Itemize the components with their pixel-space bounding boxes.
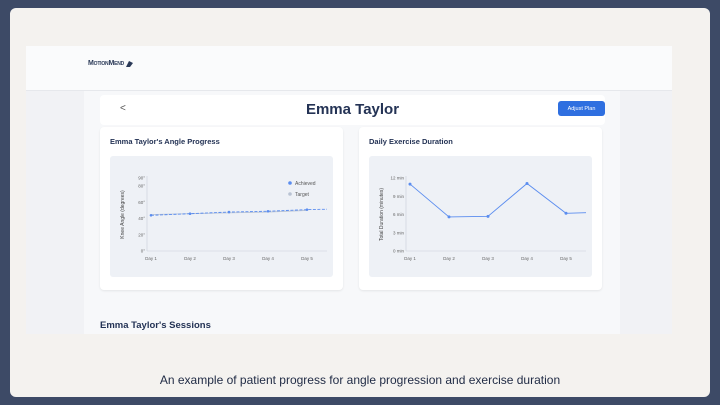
achieved-point: [305, 208, 309, 211]
y-tick-label: 3 min: [393, 230, 405, 235]
duration-chart: Total Duration (minutes) 0 min 3 min 6 min 9…: [379, 176, 587, 261]
patient-header: < Emma Taylor Adjust Plan: [100, 95, 605, 125]
angle-chart-area: Knee Angle (degrees) 0° 20° 40° 60° 80° 90° Day…: [110, 156, 333, 277]
angle-progress-card: Emma Taylor's Angle Progress Knee Angle …: [100, 127, 343, 290]
y-tick-label: 9 min: [393, 194, 405, 199]
angle-chart: Knee Angle (degrees) 0° 20° 40° 60° 80° 90° Day…: [120, 176, 328, 261]
x-tick-label: Day 3: [482, 256, 494, 261]
legend-achieved-label: Achieved: [295, 181, 316, 187]
achieved-series-line: [150, 208, 328, 216]
duration-point: [486, 214, 490, 218]
legend-target-marker: [288, 192, 292, 196]
y-tick-label: 0°: [141, 249, 146, 254]
x-tick-label: Day 5: [560, 256, 572, 261]
y-tick-label: 40°: [138, 216, 145, 221]
x-tick-label: Day 5: [301, 256, 313, 261]
duration-card-title: Daily Exercise Duration: [369, 137, 453, 146]
right-gutter: [620, 91, 672, 334]
y-tick-label: 20°: [138, 232, 145, 237]
achieved-point: [266, 209, 270, 213]
duration-point: [447, 215, 451, 219]
achieved-point: [188, 212, 192, 215]
y-axis-label: Knee Angle (degrees): [120, 190, 126, 239]
page-title: Emma Taylor: [305, 101, 400, 118]
duration-chart-area: Total Duration (minutes) 0 min 3 min 6 min 9…: [369, 156, 592, 277]
y-axis-label: Total Duration (minutes): [379, 188, 385, 241]
achieved-point: [227, 210, 231, 214]
sessions-heading: Emma Taylor's Sessions: [100, 320, 211, 331]
x-tick-label: Day 1: [404, 256, 416, 261]
app-screenshot: MotionMend < Emma Taylor Adjust Plan Emm…: [26, 46, 672, 334]
exercise-duration-card: Daily Exercise Duration Total Duration (…: [359, 127, 602, 290]
top-header: MotionMend: [26, 46, 672, 91]
y-tick-label: 12 min: [390, 176, 404, 181]
logo[interactable]: MotionMend: [88, 57, 134, 69]
duration-point: [408, 182, 412, 186]
logo-icon: [126, 60, 134, 67]
x-tick-label: Day 3: [223, 256, 235, 261]
y-tick-label: 0 min: [393, 249, 405, 254]
achieved-point: [149, 214, 153, 217]
adjust-plan-button[interactable]: Adjust Plan: [558, 101, 605, 116]
x-tick-label: Day 2: [443, 256, 455, 261]
x-tick-label: Day 1: [145, 256, 157, 261]
left-gutter: [26, 91, 84, 334]
logo-text: MotionMend: [88, 59, 125, 67]
angle-card-title: Emma Taylor's Angle Progress: [110, 137, 220, 146]
legend-target-label: Target: [295, 192, 310, 198]
y-tick-label: 60°: [138, 200, 145, 205]
duration-series-line: [409, 182, 587, 218]
legend-achieved-marker: [288, 181, 292, 185]
slide-caption: An example of patient progress for angle…: [159, 373, 561, 387]
y-tick-label: 80°: [138, 184, 145, 189]
main-content: < Emma Taylor Adjust Plan Emma Taylor's …: [84, 91, 620, 334]
x-tick-label: Day 4: [262, 256, 274, 261]
x-tick-label: Day 4: [521, 256, 533, 261]
x-tick-label: Day 2: [184, 256, 196, 261]
duration-point: [564, 211, 568, 215]
back-button[interactable]: <: [120, 103, 126, 114]
y-tick-label: 90°: [138, 176, 145, 181]
y-tick-label: 6 min: [393, 212, 405, 217]
duration-point: [525, 181, 529, 185]
